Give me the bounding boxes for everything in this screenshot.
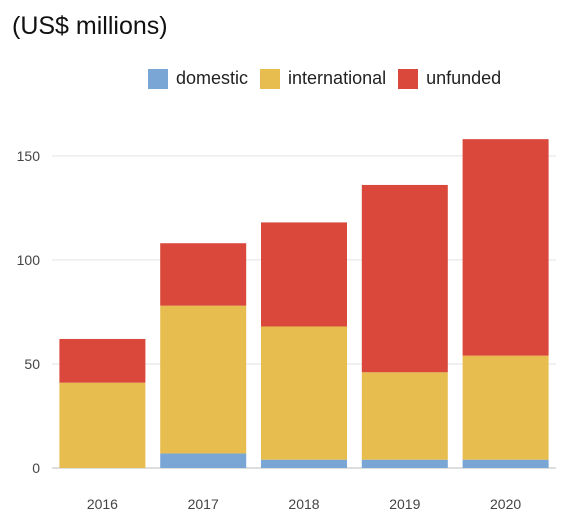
- x-tick-label-2020: 2020: [490, 496, 521, 512]
- bar-unfunded-2016: [59, 338, 146, 383]
- y-tick-label-150: 150: [17, 148, 41, 164]
- y-tick-label-100: 100: [17, 252, 41, 268]
- bar-domestic-2017: [160, 453, 247, 468]
- bar-international-2016: [59, 382, 146, 468]
- legend-item-international: international: [260, 68, 386, 89]
- legend: domestic international unfunded: [148, 68, 513, 89]
- x-axis: 2016 2017 2018 2019 2020: [87, 496, 522, 512]
- x-tick-label-2017: 2017: [188, 496, 219, 512]
- bar-domestic-2018: [261, 459, 347, 468]
- legend-item-domestic: domestic: [148, 68, 248, 89]
- bar-international-2019: [361, 372, 448, 460]
- y-tick-label-50: 50: [24, 356, 40, 372]
- bar-unfunded-2020: [462, 139, 549, 356]
- y-tick-label-0: 0: [32, 460, 40, 476]
- legend-swatch-unfunded: [398, 68, 419, 89]
- bar-international-2018: [261, 326, 347, 460]
- x-tick-label-2016: 2016: [87, 496, 118, 512]
- bar-international-2020: [462, 355, 549, 460]
- bar-domestic-2019: [361, 459, 448, 468]
- x-tick-label-2019: 2019: [389, 496, 420, 512]
- legend-label-international: international: [288, 68, 387, 88]
- legend-swatch-domestic: [148, 68, 168, 89]
- legend-swatch-international: [260, 68, 281, 89]
- x-tick-label-2018: 2018: [288, 496, 319, 512]
- bar-unfunded-2018: [261, 222, 347, 327]
- legend-item-unfunded: unfunded: [398, 68, 501, 89]
- y-axis: 0 50 100 150: [17, 148, 41, 476]
- bar-domestic-2020: [462, 459, 549, 468]
- bar-unfunded-2017: [160, 243, 247, 306]
- bar-international-2017: [160, 305, 247, 454]
- chart-title: (US$ millions): [12, 12, 168, 40]
- legend-label-unfunded: unfunded: [426, 68, 502, 88]
- bars: [59, 139, 549, 468]
- bar-unfunded-2019: [361, 184, 448, 373]
- legend-label-domestic: domestic: [176, 68, 249, 88]
